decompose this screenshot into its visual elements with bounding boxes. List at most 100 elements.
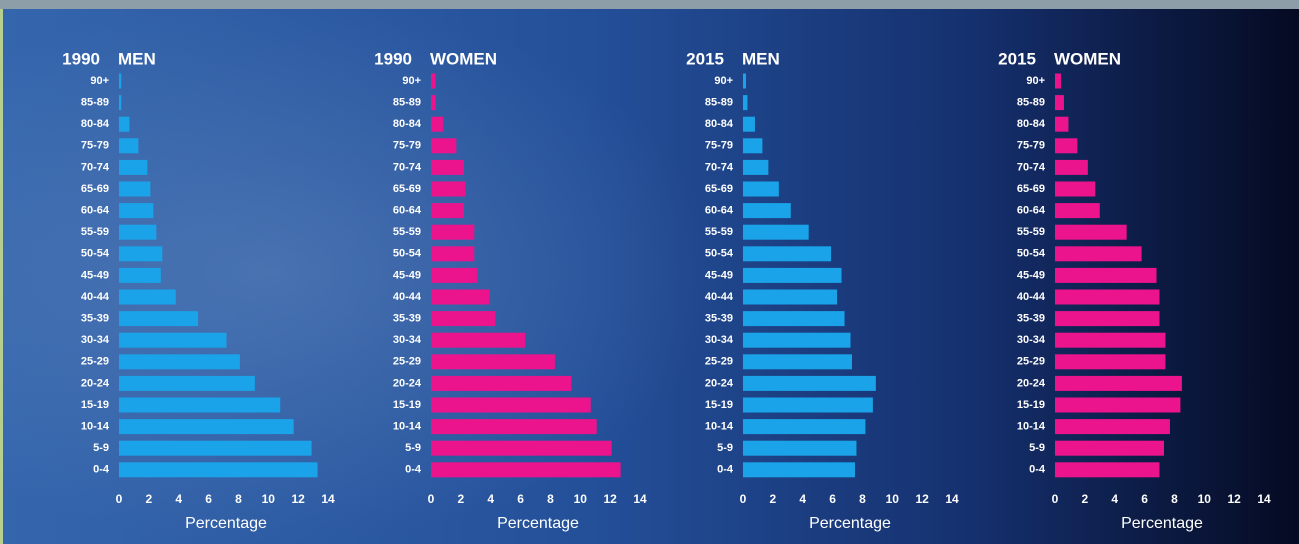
bar bbox=[119, 462, 318, 478]
chart-title: 1990 bbox=[374, 49, 412, 68]
bar bbox=[1055, 311, 1160, 327]
y-tick-label: 65-69 bbox=[393, 183, 421, 195]
y-tick-label: 60-64 bbox=[393, 205, 422, 217]
y-tick-label: 55-59 bbox=[1017, 226, 1045, 238]
x-tick-label: 0 bbox=[428, 492, 435, 506]
x-tick-label: 4 bbox=[487, 492, 494, 506]
y-tick-label: 30-34 bbox=[81, 334, 110, 346]
x-tick-label: 0 bbox=[116, 492, 123, 506]
x-tick-label: 6 bbox=[205, 492, 212, 506]
bar bbox=[431, 440, 612, 456]
x-tick-label: 8 bbox=[547, 492, 554, 506]
x-tick-label: 2 bbox=[1082, 492, 1089, 506]
x-tick-label: 2 bbox=[458, 492, 465, 506]
y-tick-label: 35-39 bbox=[1017, 313, 1045, 325]
bar bbox=[743, 354, 852, 370]
y-tick-label: 25-29 bbox=[705, 356, 733, 368]
bar bbox=[431, 203, 464, 219]
bar bbox=[743, 375, 876, 391]
bar bbox=[431, 181, 466, 197]
y-tick-label: 50-54 bbox=[81, 248, 110, 260]
x-tick-label: 10 bbox=[262, 492, 276, 506]
bar bbox=[743, 462, 855, 478]
chart-subtitle: MEN bbox=[742, 49, 780, 68]
y-tick-label: 50-54 bbox=[1017, 248, 1046, 260]
bar bbox=[119, 397, 281, 413]
y-tick-label: 75-79 bbox=[81, 140, 109, 152]
bar bbox=[743, 116, 755, 132]
y-tick-label: 25-29 bbox=[1017, 356, 1045, 368]
bar bbox=[743, 289, 838, 305]
chart-title: 1990 bbox=[62, 49, 100, 68]
y-tick-label: 70-74 bbox=[705, 161, 734, 173]
bar bbox=[743, 311, 845, 327]
y-tick-label: 40-44 bbox=[81, 291, 110, 303]
y-tick-label: 5-9 bbox=[717, 442, 733, 454]
top-strip bbox=[0, 0, 1299, 9]
y-tick-label: 5-9 bbox=[405, 442, 421, 454]
chart-title: 2015 bbox=[998, 49, 1036, 68]
x-tick-label: 14 bbox=[633, 492, 647, 506]
bar bbox=[431, 224, 475, 240]
y-tick-label: 85-89 bbox=[393, 97, 421, 109]
y-tick-label: 25-29 bbox=[393, 356, 421, 368]
bar bbox=[119, 95, 122, 111]
bar bbox=[431, 159, 464, 175]
x-tick-label: 14 bbox=[1257, 492, 1271, 506]
bar bbox=[743, 419, 866, 435]
bar bbox=[743, 267, 842, 283]
bar bbox=[1055, 203, 1100, 219]
bar bbox=[743, 138, 763, 154]
bar bbox=[1055, 224, 1127, 240]
bar bbox=[1055, 397, 1181, 413]
y-tick-label: 10-14 bbox=[1017, 421, 1046, 433]
x-tick-label: 6 bbox=[517, 492, 524, 506]
y-tick-label: 40-44 bbox=[705, 291, 734, 303]
y-tick-label: 30-34 bbox=[705, 334, 734, 346]
bar bbox=[119, 159, 148, 175]
bar bbox=[431, 332, 526, 348]
bar bbox=[743, 95, 748, 111]
bar bbox=[431, 95, 436, 111]
y-tick-label: 20-24 bbox=[705, 377, 734, 389]
y-tick-label: 45-49 bbox=[81, 269, 109, 281]
bar bbox=[431, 73, 436, 89]
bar bbox=[1055, 246, 1142, 262]
chart-subtitle: WOMEN bbox=[430, 49, 497, 68]
bar bbox=[119, 289, 176, 305]
bar bbox=[431, 419, 597, 435]
y-tick-label: 20-24 bbox=[1017, 377, 1046, 389]
bar bbox=[1055, 332, 1166, 348]
bar bbox=[431, 267, 478, 283]
y-tick-label: 55-59 bbox=[393, 226, 421, 238]
x-tick-label: 2 bbox=[146, 492, 153, 506]
y-tick-label: 70-74 bbox=[1017, 161, 1046, 173]
y-tick-label: 70-74 bbox=[393, 161, 422, 173]
bar bbox=[431, 354, 555, 370]
bar bbox=[743, 203, 791, 219]
bar bbox=[119, 354, 240, 370]
bar bbox=[431, 138, 457, 154]
left-edge bbox=[0, 9, 3, 544]
y-tick-label: 65-69 bbox=[1017, 183, 1045, 195]
bar bbox=[1055, 419, 1170, 435]
y-tick-label: 20-24 bbox=[393, 377, 422, 389]
x-axis-label: Percentage bbox=[809, 515, 891, 532]
y-tick-label: 30-34 bbox=[393, 334, 422, 346]
y-tick-label: 15-19 bbox=[81, 399, 109, 411]
y-tick-label: 75-79 bbox=[393, 140, 421, 152]
bar bbox=[431, 246, 475, 262]
y-tick-label: 80-84 bbox=[1017, 118, 1046, 130]
y-tick-label: 90+ bbox=[714, 75, 733, 87]
y-tick-label: 85-89 bbox=[705, 97, 733, 109]
y-tick-label: 80-84 bbox=[81, 118, 110, 130]
bar bbox=[119, 332, 227, 348]
bar bbox=[743, 159, 769, 175]
y-tick-label: 0-4 bbox=[1029, 464, 1046, 476]
chart-subtitle: MEN bbox=[118, 49, 156, 68]
y-tick-label: 50-54 bbox=[705, 248, 734, 260]
bar bbox=[743, 181, 779, 197]
x-tick-label: 0 bbox=[740, 492, 747, 506]
x-tick-label: 2 bbox=[770, 492, 777, 506]
